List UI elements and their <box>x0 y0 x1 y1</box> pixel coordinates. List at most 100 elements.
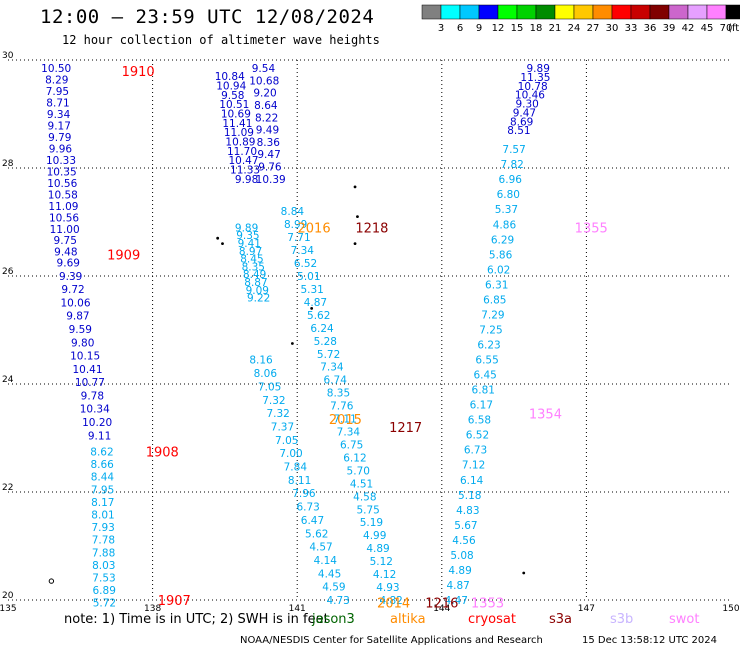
data-point-label: 7.34 <box>291 245 315 257</box>
data-point-label: 8.36 <box>257 137 281 149</box>
data-point-label: 7.32 <box>266 408 289 420</box>
data-point-label: 8.29 <box>45 75 68 87</box>
data-point-label: 9.48 <box>54 247 77 259</box>
colorbar-label: 6 <box>457 23 463 34</box>
y-tick-label: 22 <box>2 483 13 493</box>
data-point-label: 6.14 <box>460 475 484 487</box>
legend-s3b: s3b <box>610 612 634 627</box>
page-subtitle: 12 hour collection of altimeter wave hei… <box>62 33 380 47</box>
colorbar-swatch <box>535 4 556 20</box>
y-tick-label: 24 <box>2 375 14 385</box>
generated-timestamp: 15 Dec 13:58:12 UTC 2024 <box>582 635 717 646</box>
colorbar-swatch <box>668 4 689 20</box>
data-point-label: 11.09 <box>224 127 254 139</box>
credit-line: NOAA/NESDIS Center for Satellite Applica… <box>240 635 543 646</box>
data-point-label: 4.87 <box>446 580 469 592</box>
colorbar-swatch <box>478 4 499 20</box>
time-annotation: 1218 <box>355 221 388 236</box>
colorbar-swatch <box>440 4 461 20</box>
footnote: note: 1) Time is in UTC; 2) SWH is in fe… <box>64 612 329 627</box>
colorbar-label: 18 <box>530 23 543 34</box>
data-point-label: 6.47 <box>301 515 324 527</box>
data-point-label: 8.66 <box>90 459 114 471</box>
time-annotation: 1907 <box>158 594 191 609</box>
colorbar-label: 39 <box>663 23 676 34</box>
colorbar-label: 70 <box>720 23 733 34</box>
data-point-label: 10.20 <box>82 417 112 429</box>
data-point-label: 4.83 <box>456 505 479 517</box>
data-point-label: 4.93 <box>376 582 399 594</box>
x-tick-label: 135 <box>0 604 17 614</box>
x-tick-label: 144 <box>433 604 450 614</box>
data-point-label: 10.50 <box>41 63 71 75</box>
land-point <box>216 236 220 240</box>
time-annotation: 1909 <box>107 248 140 263</box>
data-point-label: 8.62 <box>90 447 113 459</box>
data-point-label: 9.58 <box>221 90 244 102</box>
data-point-label: 10.41 <box>72 364 102 376</box>
data-point-label: 8.17 <box>91 497 114 509</box>
data-point-label: 8.01 <box>91 510 114 522</box>
data-point-label: 9.17 <box>48 120 71 132</box>
data-point-label: 10.15 <box>70 351 100 363</box>
data-point-label: 9.22 <box>247 293 270 305</box>
colorbar-label: 45 <box>701 23 714 34</box>
data-point-label: 8.49 <box>243 269 266 281</box>
land-point <box>353 242 357 246</box>
data-point-label: 6.45 <box>473 370 496 382</box>
data-point-label: 5.31 <box>300 284 323 296</box>
data-point-label: 7.34 <box>320 362 344 374</box>
data-point-label: 7.37 <box>271 421 294 433</box>
data-point-label: 4.59 <box>322 582 345 594</box>
data-point-label: 5.72 <box>317 349 340 361</box>
y-tick-label: 26 <box>2 267 14 277</box>
data-point-label: 9.47 <box>257 149 280 161</box>
data-point-label: 8.99 <box>284 219 307 231</box>
data-point-label: 9.75 <box>54 235 77 247</box>
time-annotation: 1910 <box>122 65 155 80</box>
data-point-label: 6.52 <box>466 430 489 442</box>
data-point-label: 11.09 <box>48 201 78 213</box>
data-point-label: 7.11 <box>333 414 356 426</box>
colorbar-label: (ft) <box>728 23 740 34</box>
data-point-label: 8.22 <box>255 112 278 124</box>
data-point-label: 7.05 <box>258 381 281 393</box>
data-point-label: 4.82 <box>379 595 402 607</box>
colorbar-label: 3 <box>438 23 444 34</box>
colorbar-label: 27 <box>587 23 600 34</box>
data-point-label: 4.45 <box>318 568 341 580</box>
data-point-label: 5.37 <box>495 204 518 216</box>
data-point-label: 9.35 <box>236 230 259 242</box>
data-point-label: 8.69 <box>510 116 533 128</box>
data-point-label: 7.88 <box>92 547 115 559</box>
data-point-label: 4.89 <box>448 565 471 577</box>
data-point-label: 8.64 <box>254 100 278 112</box>
data-point-label: 7.29 <box>481 309 504 321</box>
data-point-label: 7.32 <box>262 395 285 407</box>
data-point-label: 4.14 <box>314 555 338 567</box>
data-point-label: 6.29 <box>491 234 514 246</box>
time-annotation: 1216 <box>425 597 458 612</box>
time-annotation: 1354 <box>529 408 562 423</box>
colorbar-swatch <box>554 4 575 20</box>
island-point <box>48 578 55 584</box>
data-point-label: 11.70 <box>227 146 257 158</box>
data-point-label: 5.12 <box>370 556 393 568</box>
data-point-label: 4.51 <box>350 478 373 490</box>
colorbar-swatch <box>592 4 613 20</box>
colorbar-swatch <box>497 4 518 20</box>
colorbar-label: 9 <box>476 23 482 34</box>
data-point-label: 5.19 <box>360 517 383 529</box>
colorbar-swatch <box>649 4 670 20</box>
data-point-label: 7.95 <box>46 86 69 98</box>
data-point-label: 10.58 <box>48 189 78 201</box>
data-point-label: 6.24 <box>310 323 334 335</box>
data-point-label: 9.34 <box>47 109 71 121</box>
page-title: 12:00 – 23:59 UTC 12/08/2024 <box>40 6 375 28</box>
data-point-label: 7.76 <box>330 401 354 413</box>
data-point-label: 11.00 <box>50 224 80 236</box>
data-point-label: 9.89 <box>527 63 550 75</box>
data-point-label: 7.05 <box>275 435 298 447</box>
data-point-label: 9.76 <box>258 162 282 174</box>
